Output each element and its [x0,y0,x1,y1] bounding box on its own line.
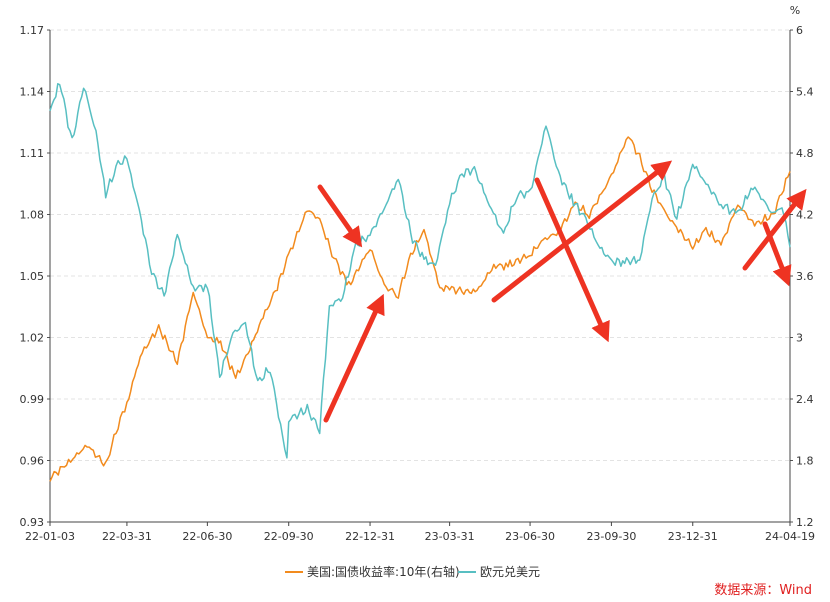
legend: 美国:国债收益率:10年(右轴) 欧元兑美元 [285,564,540,579]
x-tick-label: 22-01-03 [25,530,75,543]
red-arrow-annotation [742,188,807,271]
series-layer [49,83,791,482]
x-tick-label: 22-06-30 [182,530,232,543]
series-line-us10y [49,136,791,482]
left-tick-label: 0.93 [20,516,45,529]
right-tick-label: 1.8 [796,455,814,468]
x-tick-label: 22-12-31 [345,530,395,543]
left-tick-label: 1.05 [20,270,45,283]
right-axis-unit: % [790,4,800,17]
red-arrow-annotation [323,293,385,423]
series-line-eurusd [49,83,791,459]
red-arrow-annotation [491,160,673,303]
right-tick-label: 3.6 [796,270,814,283]
right-tick-label: 6 [796,24,803,37]
right-tick-label: 4.2 [796,209,814,222]
legend-label-us10y: 美国:国债收益率:10年(右轴) [307,564,460,579]
red-arrow-annotation [762,221,792,287]
red-arrow-annotation [317,184,363,248]
left-tick-label: 0.99 [20,393,45,406]
x-tick-label: 23-06-30 [505,530,555,543]
left-tick-label: 1.17 [20,24,45,37]
left-tick-label: 1.02 [20,332,45,345]
left-tick-label: 1.14 [20,86,45,99]
right-tick-label: 1.2 [796,516,814,529]
left-tick-label: 1.08 [20,209,45,222]
left-tick-label: 1.11 [20,147,45,160]
annotation-arrows [317,160,807,423]
right-tick-label: 4.8 [796,147,814,160]
axes: 0.93 1.2 0.96 1.8 0.99 2.4 1.02 3 1.05 3.6 1.08 4.2… [20,24,815,543]
source-label: 数据来源：Wind [714,583,812,598]
x-tick-label: 22-09-30 [264,530,314,543]
x-tick-label: 23-12-31 [668,530,718,543]
x-tick-label: 24-04-19 [765,530,815,543]
x-tick-label: 23-03-31 [425,530,475,543]
right-tick-label: 3 [796,332,803,345]
right-tick-label: 5.4 [796,86,814,99]
legend-label-eurusd: 欧元兑美元 [480,565,540,579]
right-tick-label: 2.4 [796,393,814,406]
grid-lines [50,29,790,523]
left-tick-label: 0.96 [20,455,45,468]
x-tick-label: 23-09-30 [586,530,636,543]
x-tick-label: 22-03-31 [102,530,152,543]
red-arrow-annotation [534,177,610,343]
